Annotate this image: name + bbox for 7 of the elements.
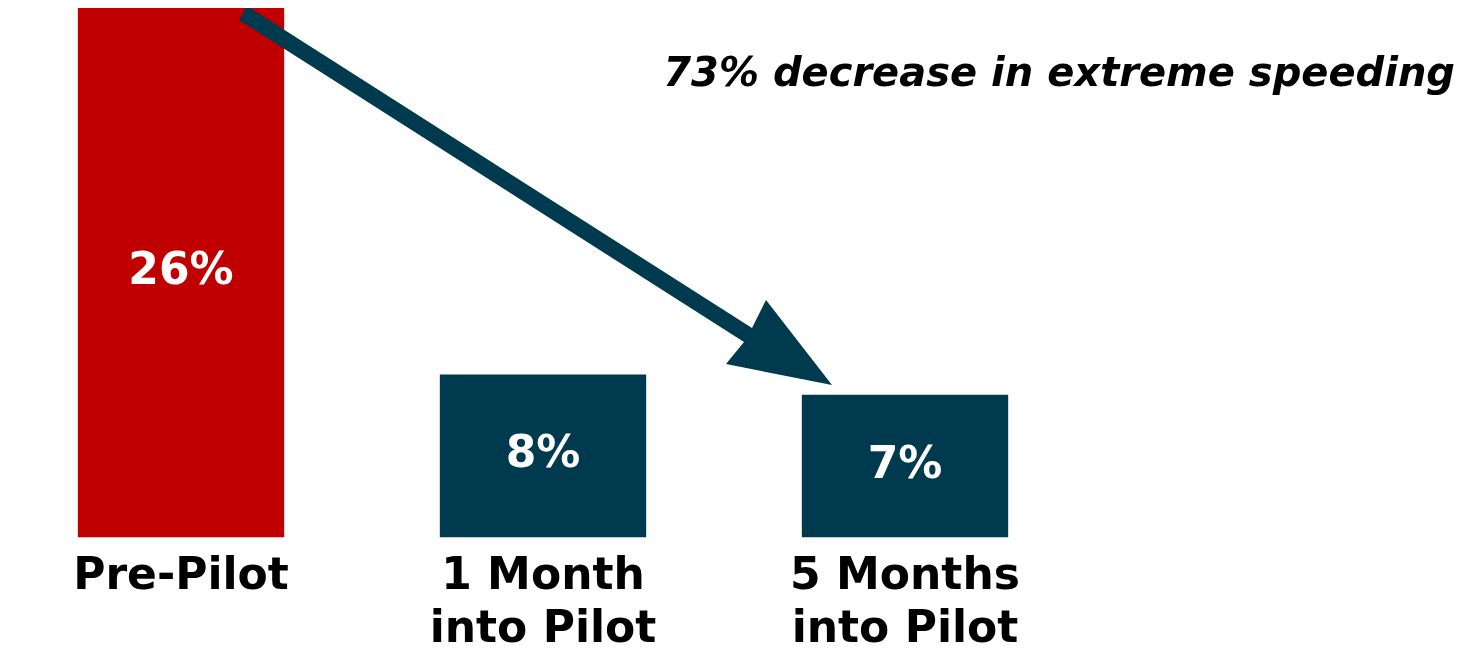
x-tick-label: 1 Month into Pilot [429,548,657,653]
annotation: 73% decrease in extreme speeding [663,49,1455,96]
data-label: 7% [867,436,943,488]
data-label: 8% [505,426,581,478]
x-tick-label: 5 Months into Pilot [790,548,1020,653]
data-label: 26% [128,243,234,295]
x-tick-label: Pre-Pilot [73,548,289,600]
